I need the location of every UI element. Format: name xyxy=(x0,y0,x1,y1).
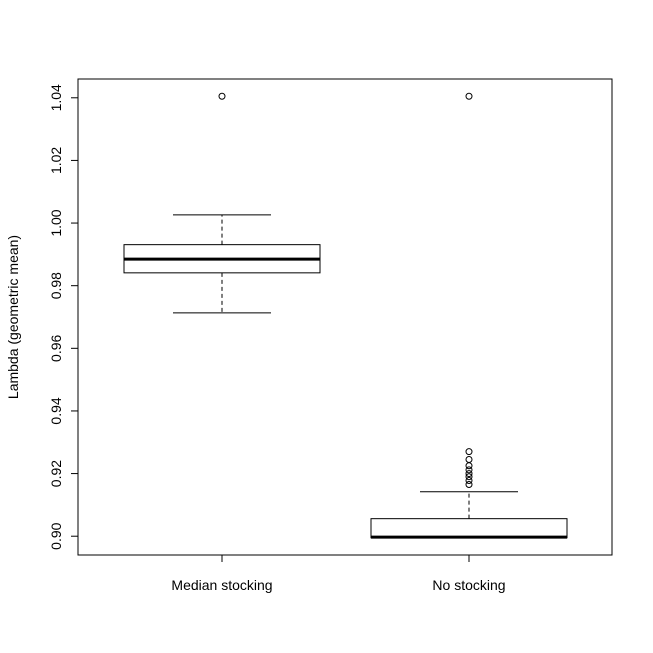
x-axis: Median stocking No stocking xyxy=(171,555,506,593)
chart-marks xyxy=(123,92,568,539)
outlier-point xyxy=(465,466,473,474)
outlier-point xyxy=(465,473,473,481)
box-group xyxy=(123,92,321,314)
y-tick-label: 0.94 xyxy=(48,397,64,424)
y-tick-label: 1.02 xyxy=(48,147,64,174)
y-tick-label: 1.04 xyxy=(48,84,64,111)
outlier-point xyxy=(465,455,473,463)
y-tick-label: 0.90 xyxy=(48,522,64,549)
y-axis: 0.90 0.92 0.94 0.96 0.98 1.00 1.02 1.04 xyxy=(48,84,79,550)
outlier-point xyxy=(465,448,473,456)
outlier-point xyxy=(465,470,473,478)
y-tick-label: 0.96 xyxy=(48,334,64,361)
outlier-point xyxy=(465,92,473,100)
iqr-box xyxy=(370,518,568,539)
box-group xyxy=(370,92,568,539)
y-tick-label: 1.00 xyxy=(48,209,64,236)
outlier-point xyxy=(465,476,473,484)
y-axis-title: Lambda (geometric mean) xyxy=(5,235,21,399)
x-tick-label: Median stocking xyxy=(171,577,272,593)
x-tick-label: No stocking xyxy=(432,577,505,593)
outlier-point xyxy=(465,481,473,489)
y-tick-label: 0.92 xyxy=(48,460,64,487)
outlier-point xyxy=(218,92,226,100)
y-tick-label: 0.98 xyxy=(48,272,64,299)
